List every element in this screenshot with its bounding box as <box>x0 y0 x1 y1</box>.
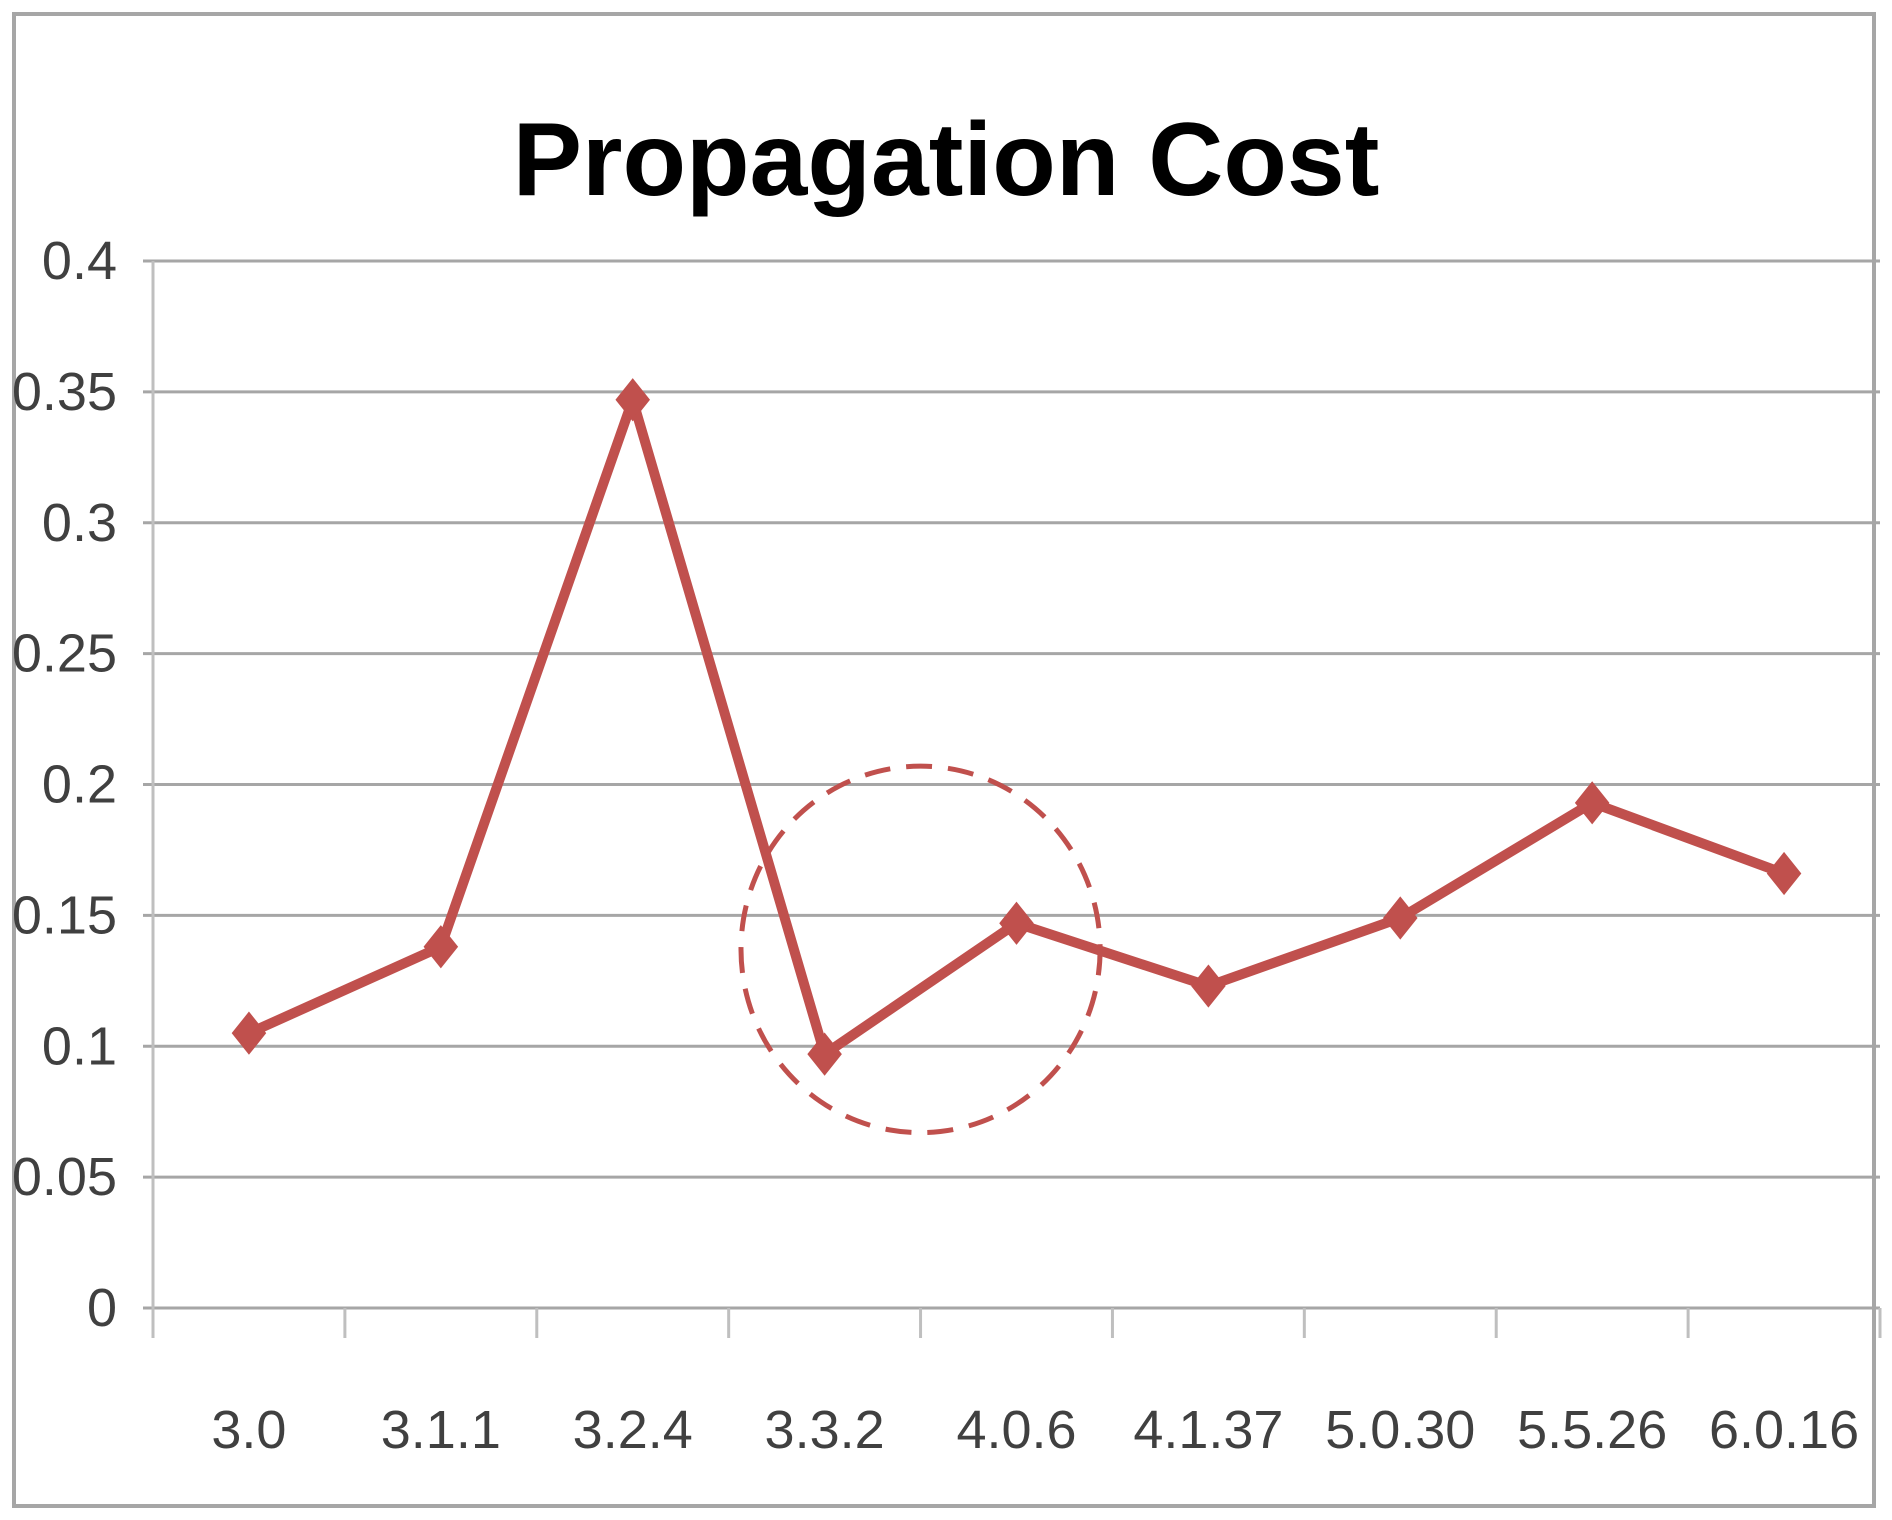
x-tick-label: 5.0.30 <box>1325 1400 1475 1460</box>
x-tick-label: 3.0 <box>211 1400 286 1460</box>
y-tick-label: 0.05 <box>12 1147 117 1207</box>
y-tick-label: 0.25 <box>12 624 117 684</box>
dashed-circle-annotation <box>738 763 1103 1136</box>
y-tick-label: 0.3 <box>42 493 117 553</box>
x-axis-ticks: 3.0 3.1.1 3.2.4 3.3.2 4.0.6 4.1.37 5.0.30 5.5.2… <box>211 1400 1859 1460</box>
data-point-marker <box>1191 964 1226 1008</box>
y-axis-ticks: 0 0.05 0.1 0.15 0.2 0.25 0.3 0.35 0.4 <box>12 231 117 1338</box>
gridlines <box>143 259 1880 1310</box>
x-tick-label: 3.3.2 <box>765 1400 885 1460</box>
x-tick-label: 4.0.6 <box>956 1400 1076 1460</box>
annotation <box>738 763 1103 1136</box>
data-point-marker <box>615 378 651 422</box>
series <box>231 378 1802 1076</box>
data-point-marker <box>999 901 1034 945</box>
data-point-marker <box>231 1011 267 1055</box>
y-tick-label: 0.1 <box>42 1016 117 1076</box>
y-tick-label: 0.4 <box>42 231 117 291</box>
data-point-marker <box>1382 896 1418 940</box>
y-tick-label: 0 <box>87 1278 117 1338</box>
x-tick-label: 3.1.1 <box>381 1400 501 1460</box>
y-tick-label: 0.2 <box>42 755 117 815</box>
data-point-marker <box>807 1032 842 1076</box>
y-tick-label: 0.15 <box>12 885 117 945</box>
y-tick-label: 0.35 <box>12 362 117 422</box>
chart-title: Propagation Cost <box>513 102 1380 218</box>
axes <box>151 261 1882 1338</box>
data-point-marker <box>423 925 459 969</box>
x-tick-label: 4.1.37 <box>1133 1400 1283 1460</box>
x-tick-label: 3.2.4 <box>573 1400 693 1460</box>
x-tick-label: 6.0.16 <box>1709 1400 1859 1460</box>
x-tick-label: 5.5.26 <box>1517 1400 1667 1460</box>
data-point-marker <box>1766 851 1802 896</box>
data-point-marker <box>1574 781 1610 825</box>
series-line <box>243 394 1790 1060</box>
